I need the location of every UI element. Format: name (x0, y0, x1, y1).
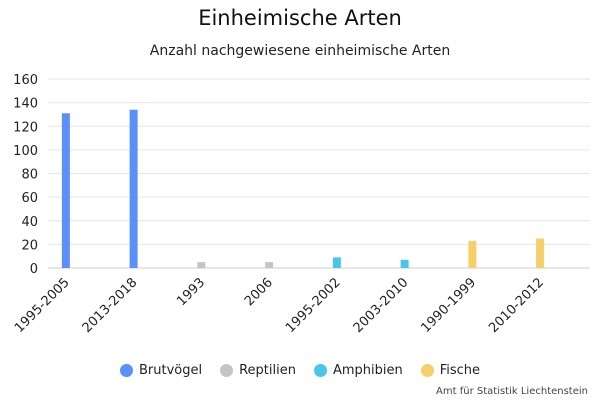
x-tick-label: 1995-2005 (12, 275, 73, 336)
chart-subtitle: Anzahl nachgewiesene einheimische Arten (149, 43, 451, 59)
bar (129, 109, 138, 269)
legend-item-brutvoegel[interactable]: Brutvögel (119, 363, 203, 378)
y-tick-label: 140 (13, 97, 38, 112)
x-tick-label: 1993 (174, 275, 208, 309)
x-tick-label: 2006 (242, 275, 276, 309)
legend-label-brutvoegel: Brutvögel (138, 363, 203, 378)
y-tick-label: 100 (13, 144, 38, 159)
y-tick-label: 160 (13, 73, 38, 88)
chart-title: Einheimische Arten (198, 6, 402, 30)
bar (468, 240, 477, 268)
bar (197, 262, 206, 268)
bar (536, 238, 545, 268)
y-tick-label: 20 (21, 238, 38, 253)
y-tick-label: 0 (30, 262, 38, 277)
legend-item-amphibien[interactable]: Amphibien (313, 363, 403, 378)
bar (61, 113, 70, 268)
legend-dot-reptilien (220, 364, 234, 377)
y-tick-label: 40 (21, 215, 38, 230)
legend-item-fische[interactable]: Fische (420, 363, 481, 378)
y-tick-label: 80 (21, 168, 38, 183)
legend-label-amphibien: Amphibien (332, 363, 403, 378)
source-credit: Amt für Statistik Liechtenstein (436, 386, 588, 397)
x-tick-label: 2010-2012 (486, 275, 547, 336)
chart-legend: Brutvögel Reptilien Amphibien Fische (0, 363, 600, 378)
legend-label-reptilien: Reptilien (239, 363, 296, 378)
x-tick-label: 1995-2002 (283, 275, 344, 336)
bar (265, 262, 274, 268)
bar (332, 257, 341, 268)
legend-dot-fische (420, 364, 434, 377)
legend-label-fische: Fische (439, 363, 481, 378)
legend-dot-brutvoegel (119, 364, 133, 377)
legend-dot-amphibien (313, 364, 327, 377)
bar (400, 259, 409, 268)
y-tick-label: 120 (13, 120, 38, 135)
y-tick-label: 60 (21, 191, 38, 206)
x-tick-label: 2013-2018 (80, 275, 141, 336)
x-tick-label: 1990-1999 (418, 275, 479, 336)
x-tick-label: 2003-2010 (351, 275, 412, 336)
legend-item-reptilien[interactable]: Reptilien (220, 363, 296, 378)
